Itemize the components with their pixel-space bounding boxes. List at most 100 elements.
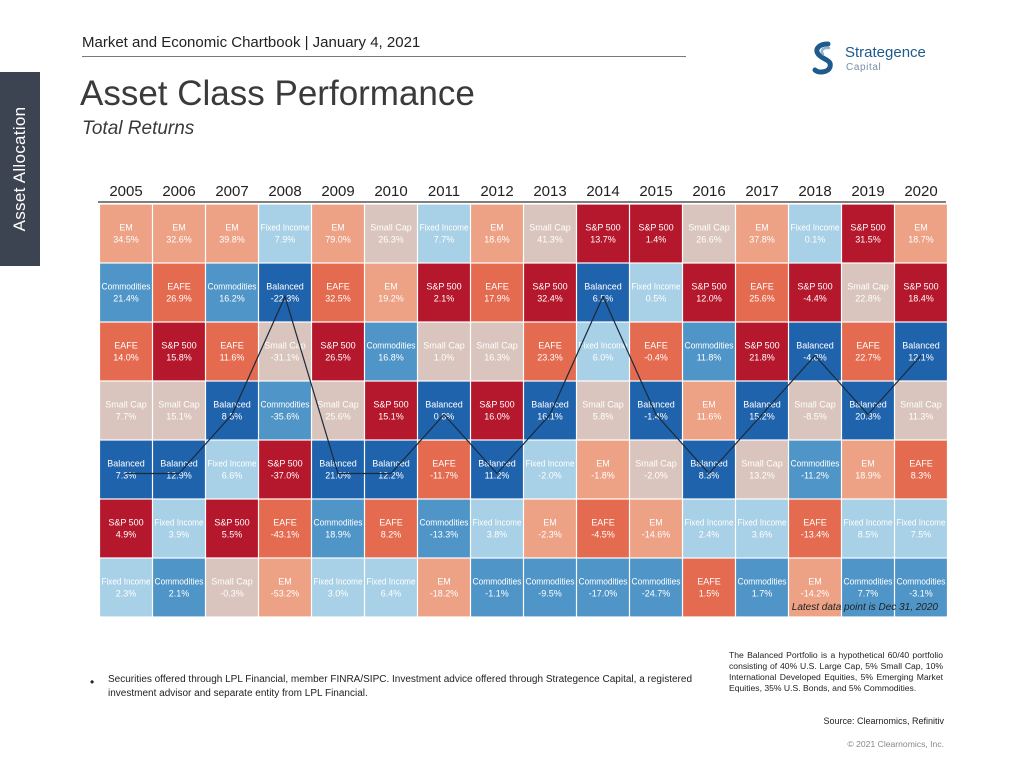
cell-background [630, 499, 682, 558]
cell-asset-label: Balanced [531, 400, 569, 410]
quilt-cell: S&P 500 -37.0% [259, 440, 311, 499]
cell-return-value: 37.8% [749, 235, 775, 245]
quilt-cell: Balanced 8.5% [206, 381, 258, 440]
cell-background [100, 204, 152, 263]
cell-background [312, 263, 364, 322]
cell-background [683, 204, 735, 263]
cell-asset-label: S&P 500 [903, 282, 938, 292]
cell-background [312, 499, 364, 558]
quilt-cell: Fixed Income 3.8% [471, 499, 523, 558]
cell-return-value: 2.3% [116, 589, 137, 599]
quilt-cell: EM 37.8% [736, 204, 788, 263]
quilt-cell: Balanced 12.1% [895, 322, 947, 381]
cell-background [736, 499, 788, 558]
year-label: 2019 [851, 183, 884, 200]
quilt-cell: Small Cap 15.1% [153, 381, 205, 440]
year-label: 2011 [428, 183, 460, 200]
cell-asset-label: EM [225, 223, 239, 233]
cell-background [842, 263, 894, 322]
cell-background [789, 263, 841, 322]
cell-asset-label: Small Cap [370, 223, 412, 233]
cell-background [524, 204, 576, 263]
cell-return-value: 15.1% [166, 412, 192, 422]
cell-return-value: -24.7% [642, 589, 671, 599]
year-label: 2010 [374, 183, 407, 200]
cell-asset-label: Commodities [579, 577, 628, 587]
cell-asset-label: Commodities [155, 577, 204, 587]
cell-background [471, 204, 523, 263]
cell-asset-label: EAFE [697, 577, 721, 587]
cell-return-value: 2.1% [169, 589, 190, 599]
cell-background [312, 322, 364, 381]
quilt-cell: Balanced 12.2% [365, 440, 417, 499]
quilt-cell: EAFE -43.1% [259, 499, 311, 558]
quilt-cell: S&P 500 32.4% [524, 263, 576, 322]
quilt-cell: EAFE 23.3% [524, 322, 576, 381]
cell-return-value: 8.5% [858, 530, 879, 540]
page-subtitle: Total Returns [82, 118, 195, 139]
cell-return-value: -18.2% [430, 589, 459, 599]
cell-return-value: 12.2% [378, 471, 404, 481]
quilt-cell: Commodities -11.2% [789, 440, 841, 499]
cell-background [418, 440, 470, 499]
cell-asset-label: Fixed Income [526, 459, 575, 469]
cell-return-value: 7.7% [434, 235, 455, 245]
cell-return-value: 2.4% [699, 530, 720, 540]
cell-return-value: 41.3% [537, 235, 563, 245]
cell-asset-label: Balanced [584, 282, 622, 292]
cell-background [789, 499, 841, 558]
cell-asset-label: Small Cap [423, 341, 465, 351]
cell-return-value: 8.2% [381, 530, 402, 540]
cell-background [630, 204, 682, 263]
quilt-cell: EM -53.2% [259, 558, 311, 617]
quilt-cell: EM -14.6% [630, 499, 682, 558]
cell-background [471, 263, 523, 322]
cell-asset-label: S&P 500 [320, 341, 355, 351]
cell-asset-label: Fixed Income [261, 223, 310, 233]
quilt-cell: Fixed Income 0.1% [789, 204, 841, 263]
cell-return-value: -37.0% [271, 471, 300, 481]
cell-asset-label: EAFE [379, 518, 403, 528]
cell-return-value: -4.8% [803, 353, 827, 363]
cell-return-value: 19.2% [378, 294, 404, 304]
cell-return-value: 16.3% [484, 353, 510, 363]
logo-sub: Capital [846, 62, 882, 73]
quilt-cell: S&P 500 12.0% [683, 263, 735, 322]
cell-asset-label: Commodities [420, 518, 469, 528]
quilt-cell: S&P 500 16.0% [471, 381, 523, 440]
cell-return-value: 22.7% [855, 353, 881, 363]
cell-background [259, 499, 311, 558]
cell-background [100, 263, 152, 322]
cell-background [789, 204, 841, 263]
quilt-cell: Commodities -17.0% [577, 558, 629, 617]
cell-background [895, 381, 947, 440]
cell-asset-label: S&P 500 [108, 518, 143, 528]
year-label: 2005 [109, 183, 142, 200]
cell-return-value: 6.6% [222, 471, 243, 481]
cell-asset-label: Commodities [314, 518, 363, 528]
quilt-cell: S&P 500 26.5% [312, 322, 364, 381]
cell-asset-label: Balanced [849, 400, 887, 410]
cell-background [895, 322, 947, 381]
cell-return-value: -9.5% [538, 589, 562, 599]
cell-return-value: 3.9% [169, 530, 190, 540]
cell-asset-label: Fixed Income [579, 341, 628, 351]
cell-background [206, 263, 258, 322]
cell-background [524, 558, 576, 617]
cell-background [259, 204, 311, 263]
quilt-cell: S&P 500 -4.4% [789, 263, 841, 322]
cell-return-value: 1.0% [434, 353, 455, 363]
quilt-cell: S&P 500 2.1% [418, 263, 470, 322]
quilt-cell: EM 32.6% [153, 204, 205, 263]
quilt-cell: Commodities 18.9% [312, 499, 364, 558]
cell-background [736, 381, 788, 440]
cell-asset-label: S&P 500 [373, 400, 408, 410]
cell-background [789, 381, 841, 440]
quilt-cell: EAFE 1.5% [683, 558, 735, 617]
cell-return-value: 18.9% [325, 530, 351, 540]
cell-return-value: 22.8% [855, 294, 881, 304]
cell-background [365, 499, 417, 558]
cell-return-value: 7.3% [116, 471, 137, 481]
cell-background [259, 440, 311, 499]
